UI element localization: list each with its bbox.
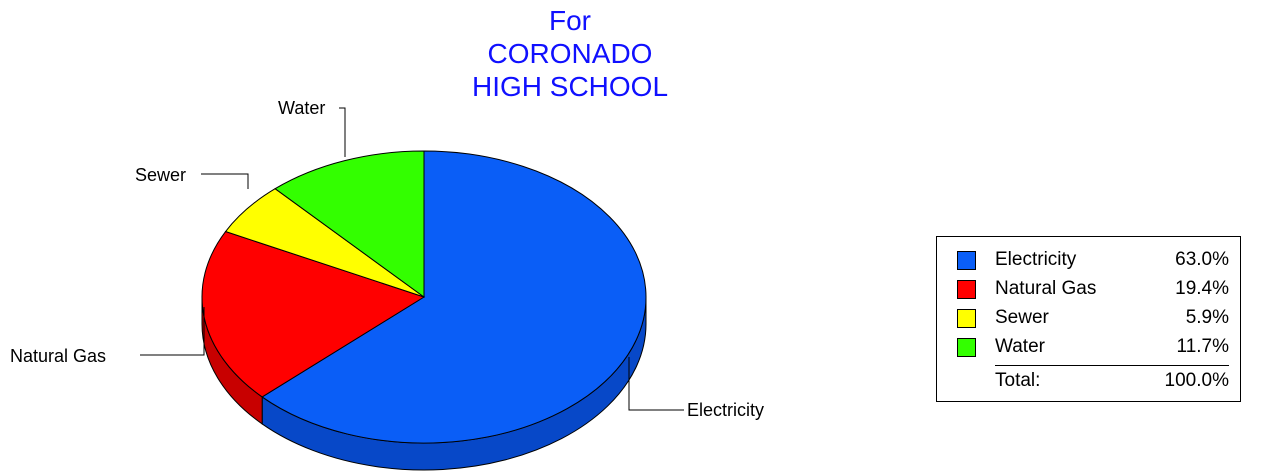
- legend-value-sewer: 5.9%: [1185, 307, 1229, 328]
- legend-value-natural-gas: 19.4%: [1175, 278, 1229, 299]
- legend-swatch-sewer: [957, 309, 976, 328]
- legend-divider: [995, 365, 1229, 366]
- title-line-1: For: [549, 5, 591, 36]
- legend-item-sewer: Sewer 5.9%: [957, 307, 1229, 330]
- pie-labels: Electricity Natural Gas Sewer Water: [10, 98, 764, 420]
- legend-swatch-electricity: [957, 251, 976, 270]
- legend-total-value: 100.0%: [1164, 370, 1229, 391]
- legend-label-natural-gas: Natural Gas: [995, 278, 1097, 299]
- legend-value-electricity: 63.0%: [1175, 249, 1229, 270]
- legend-swatch-water: [957, 338, 976, 357]
- legend-label-sewer: Sewer: [995, 307, 1049, 328]
- leader-line-electricity: [628, 357, 684, 411]
- legend-total: Total: 100.0%: [957, 370, 1229, 393]
- legend-label-electricity: Electricity: [995, 249, 1077, 270]
- chart-title: For CORONADO HIGH SCHOOL: [400, 4, 740, 103]
- leader-line-sewer: [201, 173, 249, 189]
- pie-slice-electricity: [261, 150, 647, 444]
- leader-line-water: [339, 107, 346, 157]
- pie-label-electricity: Electricity: [687, 400, 764, 420]
- pie-slice-water: [274, 150, 425, 298]
- legend-item-water: Water 11.7%: [957, 336, 1229, 359]
- legend-value-water: 11.7%: [1176, 336, 1229, 357]
- pie-label-sewer: Sewer: [135, 165, 186, 185]
- legend-swatch-natural-gas: [957, 280, 976, 299]
- pie-label-water: Water: [278, 98, 325, 118]
- legend-label-water: Water: [995, 336, 1045, 357]
- leader-line-natural-gas: [140, 307, 205, 356]
- title-line-3: HIGH SCHOOL: [471, 71, 669, 102]
- legend-item-electricity: Electricity 63.0%: [957, 249, 1229, 272]
- pie-slices: [201, 150, 647, 444]
- pie-leader-lines: [140, 107, 684, 411]
- legend-total-label: Total:: [995, 370, 1041, 391]
- legend: Electricity 63.0% Natural Gas 19.4% Sewe…: [936, 236, 1241, 402]
- pie-label-natural-gas: Natural Gas: [10, 346, 106, 366]
- title-line-2: CORONADO: [487, 38, 653, 69]
- legend-item-natural-gas: Natural Gas 19.4%: [957, 278, 1229, 301]
